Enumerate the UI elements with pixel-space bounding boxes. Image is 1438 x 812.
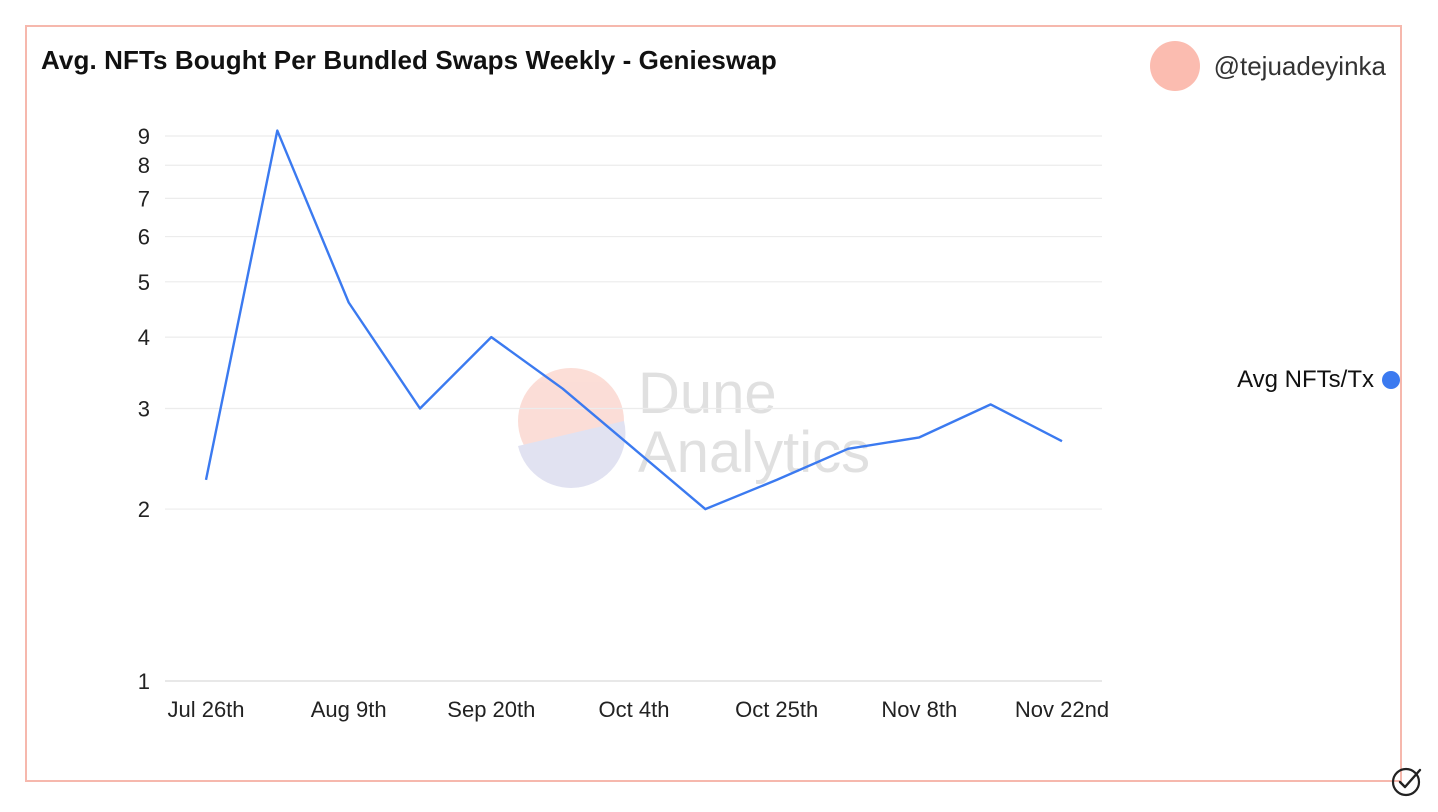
series-layer	[200, 125, 1068, 515]
y-tick-label: 2	[138, 497, 150, 522]
x-tick-label: Nov 22nd	[1015, 697, 1109, 722]
x-tick-label: Oct 25th	[735, 697, 818, 722]
chart-card: Avg. NFTs Bought Per Bundled Swaps Weekl…	[25, 25, 1402, 782]
watermark-line1: Dune	[638, 361, 777, 426]
author-badge[interactable]: @tejuadeyinka	[1149, 41, 1386, 91]
legend-dot-icon	[1382, 371, 1400, 389]
watermark-line2: Analytics	[638, 420, 870, 485]
data-point[interactable]	[985, 398, 997, 410]
x-tick-label: Jul 26th	[167, 697, 244, 722]
data-point[interactable]	[343, 296, 355, 308]
data-point[interactable]	[271, 125, 283, 137]
author-name: @tejuadeyinka	[1213, 50, 1386, 81]
grid	[165, 135, 1102, 682]
data-point[interactable]	[200, 474, 212, 486]
data-point[interactable]	[557, 383, 569, 395]
data-point[interactable]	[628, 443, 640, 455]
x-tick-label: Sep 20th	[447, 697, 535, 722]
watermark: Dune Analytics	[518, 361, 870, 488]
check-circle-icon[interactable]	[1390, 764, 1424, 798]
y-tick-label: 4	[138, 325, 150, 350]
chart-title: Avg. NFTs Bought Per Bundled Swaps Weekl…	[41, 45, 777, 75]
avatar	[1149, 41, 1200, 91]
x-tick-label: Aug 9th	[311, 697, 387, 722]
data-point[interactable]	[1056, 435, 1068, 447]
x-tick-label: Oct 4th	[599, 697, 670, 722]
data-point[interactable]	[485, 331, 497, 343]
y-tick-label: 8	[138, 153, 150, 178]
y-tick-label: 7	[138, 186, 150, 211]
y-tick-label: 5	[138, 270, 150, 295]
data-point[interactable]	[842, 443, 854, 455]
legend[interactable]: Avg NFTs/Tx	[1237, 366, 1400, 394]
data-point[interactable]	[913, 431, 925, 443]
y-tick-label: 6	[138, 225, 150, 250]
series-line-avg-nfts-tx[interactable]	[204, 129, 1063, 511]
data-point[interactable]	[414, 403, 426, 415]
y-tick-label: 9	[138, 124, 150, 149]
y-tick-label: 3	[138, 397, 150, 422]
data-point[interactable]	[771, 474, 783, 486]
data-point[interactable]	[699, 503, 711, 515]
x-tick-label: Nov 8th	[881, 697, 957, 722]
y-axis: 1 2 3 4 5 6 7 8 9	[138, 124, 150, 694]
x-axis: Jul 26th Aug 9th Sep 20th Oct 4th Oct 25th No…	[167, 697, 1109, 722]
legend-label: Avg NFTs/Tx	[1237, 366, 1374, 393]
y-tick-label: 1	[138, 669, 150, 694]
